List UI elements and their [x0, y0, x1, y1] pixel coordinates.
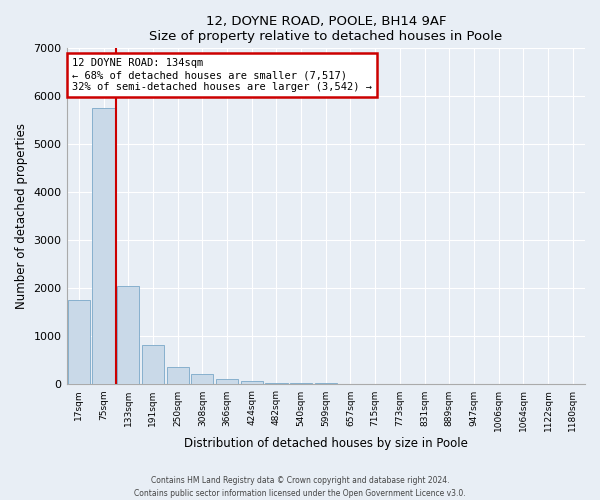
- Bar: [216, 379, 238, 384]
- Text: Contains HM Land Registry data © Crown copyright and database right 2024.
Contai: Contains HM Land Registry data © Crown c…: [134, 476, 466, 498]
- Bar: [68, 300, 90, 384]
- Bar: [290, 383, 312, 384]
- Bar: [191, 374, 214, 384]
- Bar: [92, 108, 115, 384]
- Bar: [241, 382, 263, 384]
- Bar: [117, 286, 139, 384]
- Bar: [142, 345, 164, 385]
- X-axis label: Distribution of detached houses by size in Poole: Distribution of detached houses by size …: [184, 437, 468, 450]
- Title: 12, DOYNE ROAD, POOLE, BH14 9AF
Size of property relative to detached houses in : 12, DOYNE ROAD, POOLE, BH14 9AF Size of …: [149, 15, 502, 43]
- Bar: [167, 366, 189, 384]
- Y-axis label: Number of detached properties: Number of detached properties: [15, 124, 28, 310]
- Bar: [265, 383, 287, 384]
- Text: 12 DOYNE ROAD: 134sqm
← 68% of detached houses are smaller (7,517)
32% of semi-d: 12 DOYNE ROAD: 134sqm ← 68% of detached …: [72, 58, 372, 92]
